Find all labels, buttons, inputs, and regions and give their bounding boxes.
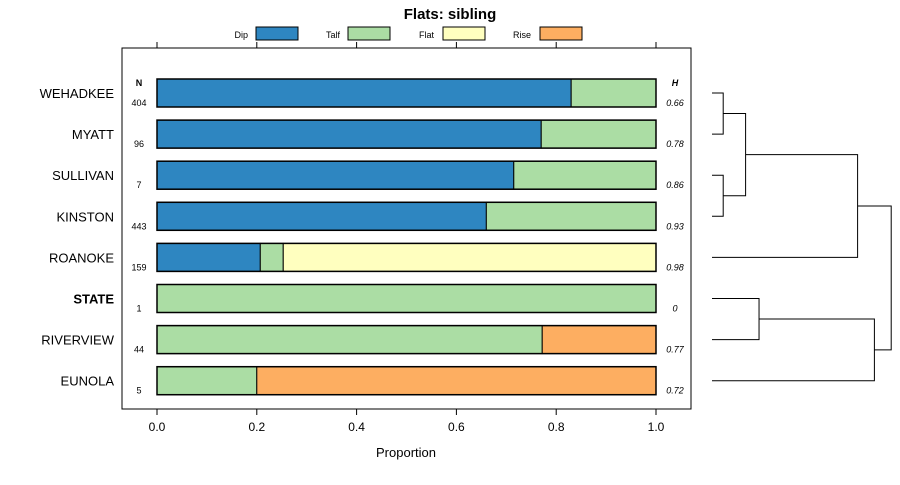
bar-segment-dip	[156, 201, 487, 231]
dendrogram-branch	[712, 298, 760, 341]
bar-rows: WEHADKEE 404 0.66 MYATT 96 0.78 SULLIVAN 7 0.86 K…	[40, 78, 685, 396]
legend: Dip Talf Flat Rise	[234, 26, 583, 41]
bar-segment-talf	[485, 201, 657, 231]
x-tick-label: 0.8	[548, 420, 565, 434]
bar-outline	[156, 201, 657, 232]
bar-segment-dip	[156, 78, 572, 108]
bar-row-eunola: EUNOLA 5 0.72	[61, 365, 684, 396]
x-tick-label: 0.6	[448, 420, 465, 434]
bar-segment-flat	[282, 242, 657, 272]
bar-outline	[156, 160, 657, 190]
bar-row-wehadkee: WEHADKEE 404 0.66	[40, 78, 684, 108]
dendrogram-branch	[723, 113, 747, 197]
bar-segment-rise	[256, 366, 657, 396]
bar-segment-dip	[156, 242, 261, 272]
legend-label-flat: Flat	[419, 30, 435, 40]
legend-swatch-rise	[539, 26, 583, 41]
bar-segment-talf	[156, 284, 657, 313]
h-value: 0	[672, 304, 677, 314]
category-label: SULLIVAN	[52, 168, 114, 183]
legend-label-rise: Rise	[513, 30, 531, 40]
bar-outline	[156, 78, 657, 108]
category-label: RIVERVIEW	[41, 333, 114, 348]
bar-segment-talf	[156, 366, 258, 396]
h-value: 0.77	[666, 345, 685, 355]
bar-row-kinston: KINSTON 443 0.93	[56, 201, 684, 232]
legend-label-talf: Talf	[326, 30, 341, 40]
bar-segment-talf	[259, 242, 284, 272]
bar-row-myatt: MYATT 96 0.78	[72, 119, 684, 149]
dendrogram-branch	[712, 154, 859, 258]
x-tick-label: 1.0	[648, 420, 665, 434]
bar-segment-talf	[540, 119, 657, 149]
plot-frame	[121, 47, 692, 410]
dendrogram	[712, 92, 892, 382]
n-value: 7	[136, 180, 141, 190]
category-label: KINSTON	[56, 209, 114, 224]
category-label: MYATT	[72, 127, 114, 142]
chart-title: Flats: sibling	[404, 6, 497, 23]
h-value: 0.98	[666, 262, 684, 272]
bar-segment-talf	[570, 78, 657, 108]
bar-segment-talf	[513, 160, 657, 190]
bar-row-sullivan: SULLIVAN 7 0.86	[52, 160, 684, 190]
n-value: 5	[136, 386, 141, 396]
x-tick-label: 0.0	[149, 420, 166, 434]
h-value: 0.93	[666, 221, 684, 231]
n-value: 159	[131, 262, 146, 272]
category-label: ROANOKE	[49, 250, 114, 265]
category-label: WEHADKEE	[40, 86, 115, 101]
x-axis-title: Proportion	[376, 445, 436, 460]
x-axis: 0.0 0.2 0.4 0.6 0.8 1.0	[149, 42, 665, 434]
h-value: 0.86	[666, 180, 684, 190]
dendrogram-branch	[712, 174, 724, 217]
category-label: STATE	[73, 292, 114, 307]
h-value: 0.72	[666, 386, 684, 396]
category-label: EUNOLA	[61, 374, 115, 389]
bar-segment-dip	[156, 119, 542, 149]
x-tick-label: 0.4	[348, 420, 365, 434]
dendrogram-branch	[712, 318, 875, 382]
h-value: 0.66	[666, 98, 684, 108]
n-column-header: N	[136, 78, 143, 88]
bar-row-riverview: RIVERVIEW 44 0.77	[41, 324, 685, 355]
dendrogram-branch	[857, 205, 892, 351]
legend-label-dip: Dip	[234, 30, 248, 40]
bar-segment-dip	[156, 160, 515, 190]
bar-outline	[156, 119, 657, 149]
n-value: 1	[136, 304, 141, 314]
n-value: 404	[131, 98, 146, 108]
n-value: 44	[134, 345, 144, 355]
n-value: 443	[131, 221, 146, 231]
dendrogram-branch	[712, 92, 724, 135]
legend-swatch-dip	[255, 26, 299, 41]
bar-row-roanoke: ROANOKE 159 0.98	[49, 242, 684, 273]
bar-outline	[156, 324, 657, 355]
bar-outline	[156, 283, 657, 314]
bar-segment-rise	[541, 325, 657, 355]
h-column-header: H	[672, 78, 679, 88]
bar-outline	[156, 242, 657, 273]
bar-outline	[156, 365, 657, 396]
bar-row-state: STATE 1 0	[73, 283, 678, 314]
legend-swatch-flat	[442, 26, 486, 41]
bar-segment-talf	[156, 325, 543, 355]
legend-swatch-talf	[347, 26, 391, 41]
h-value: 0.78	[666, 139, 684, 149]
n-value: 96	[134, 139, 144, 149]
x-tick-label: 0.2	[248, 420, 265, 434]
